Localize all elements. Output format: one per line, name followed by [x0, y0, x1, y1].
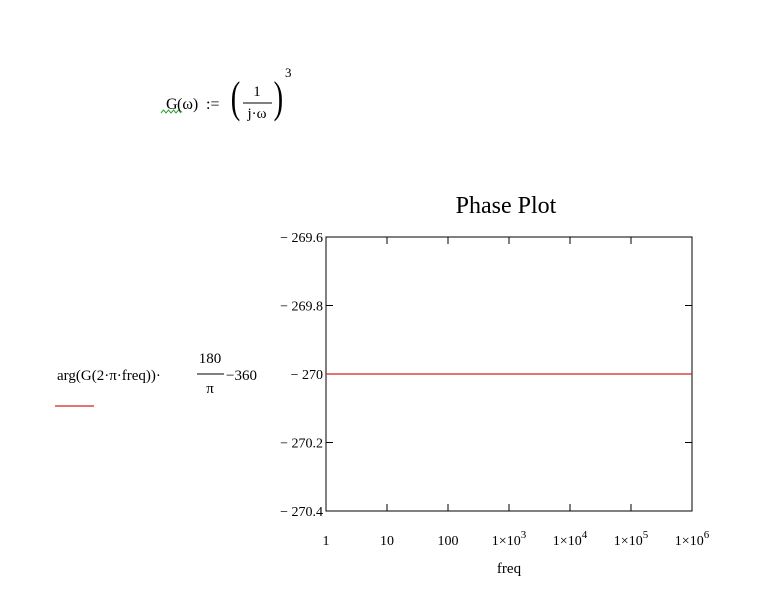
y-axis-label: arg(G(2·π·freq))· 180 π −360: [55, 351, 257, 407]
fraction-numerator: 1: [253, 84, 261, 100]
x-tick-label-2: 100: [438, 534, 459, 549]
x-axis-label: freq: [497, 561, 522, 577]
paren-left: (: [231, 74, 241, 123]
paren-right: ): [274, 74, 284, 123]
x-tick-label-4: 1×104: [553, 529, 588, 549]
y-label-suffix: −360: [226, 368, 257, 384]
x-tick-label-3: 1×103: [492, 529, 527, 549]
exponent: 3: [285, 65, 292, 80]
y-tick-label-0: − 269.6: [280, 231, 323, 246]
assignment-operator: :=: [206, 96, 219, 113]
function-definition[interactable]: G (ω) := ( 1 j·ω ) 3: [160, 65, 292, 123]
function-argument: (ω): [177, 96, 198, 113]
chart-title: Phase Plot: [456, 193, 557, 219]
y-tick-label-4: − 270.4: [280, 505, 323, 520]
x-tick-labels: 1 10 100 1×103 1×104 1×105 1×106: [323, 529, 710, 549]
warning-squiggle-icon: [160, 109, 182, 114]
equation-region: G (ω) := ( 1 j·ω ) 3: [160, 65, 292, 123]
axis-ticks: [325, 236, 693, 512]
x-tick-label-6: 1×106: [675, 529, 710, 549]
x-tick-label-0: 1: [323, 534, 330, 549]
fraction-denominator: j·ω: [246, 106, 266, 122]
y-tick-label-3: − 270.2: [280, 437, 323, 452]
y-label-frac-num: 180: [199, 351, 222, 367]
function-name: G: [166, 96, 178, 113]
y-label-frac-den: π: [206, 381, 214, 397]
y-tick-label-2: − 270: [291, 368, 323, 383]
y-tick-labels: − 269.6 − 269.8 − 270 − 270.2 − 270.4: [280, 231, 323, 520]
x-tick-label-5: 1×105: [614, 529, 649, 549]
y-tick-label-1: − 269.8: [280, 300, 323, 315]
y-label-prefix: arg(G(2·π·freq))·: [57, 368, 161, 384]
x-tick-label-1: 10: [380, 534, 394, 549]
